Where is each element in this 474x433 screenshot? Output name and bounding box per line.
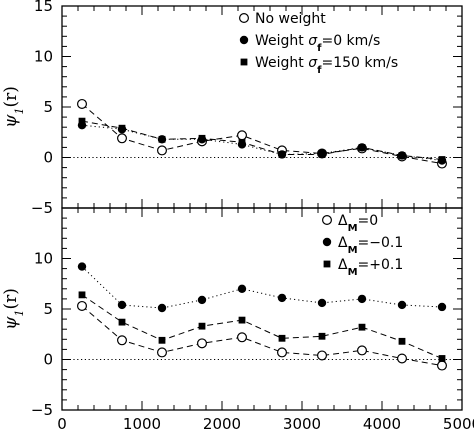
data-point [317, 350, 328, 361]
series-3 [78, 117, 446, 163]
x-tick-label: 4000 [363, 415, 401, 433]
data-point [238, 316, 246, 324]
series-line [81, 305, 443, 367]
data-point [78, 291, 86, 299]
legend-label: ΔM=−0.1 [338, 235, 403, 256]
data-point [397, 300, 407, 310]
data-point [318, 151, 326, 158]
legend-marker [239, 35, 249, 45]
data-point [397, 353, 408, 364]
legend-label: Weight σf=150 km/s [255, 55, 398, 76]
data-point [277, 293, 287, 303]
data-point [437, 302, 447, 312]
data-point [157, 145, 168, 156]
x-tick-label: 1000 [123, 415, 161, 433]
data-point [357, 294, 367, 304]
data-point [158, 135, 166, 143]
data-point [237, 130, 248, 141]
data-point [197, 338, 208, 349]
y-tick-label: 5 [43, 98, 53, 116]
y-tick-label: 5 [43, 300, 53, 318]
legend-marker [322, 215, 333, 226]
top-panel: −5 0 5 10 15 ψ1(r) No weight Weight σf=0 km/sWe… [1, 0, 463, 217]
x-tick-label: 0 [57, 415, 67, 433]
data-point [437, 360, 448, 371]
y-tick-label: −5 [31, 199, 53, 217]
y-tick-label: 15 [34, 0, 53, 15]
series-line [81, 120, 443, 160]
y-tick-label: 10 [34, 250, 53, 268]
series-2 [77, 262, 447, 313]
series-line [81, 103, 443, 165]
legend-entry: No weight [239, 11, 326, 27]
data-point [77, 262, 87, 271]
legend-entry: ΔM=+0.1 [323, 257, 403, 278]
data-point [278, 334, 286, 342]
series-line [81, 266, 443, 309]
data-point [118, 124, 126, 132]
data-point [317, 298, 327, 308]
legend-entry: ΔM=−0.1 [322, 235, 403, 256]
series-line [81, 294, 443, 359]
legend-marker [240, 58, 248, 66]
data-point [198, 322, 206, 330]
legend-label: ΔM=+0.1 [338, 257, 403, 278]
legend-label: No weight [255, 11, 326, 27]
series-3 [78, 291, 446, 362]
data-point [76, 98, 87, 109]
legend-label: Weight σf=0 km/s [255, 33, 380, 54]
data-point [118, 318, 126, 326]
y-axis-label: ψ1(r) [1, 86, 26, 128]
data-point [116, 133, 127, 144]
y-axis-label: ψ1(r) [1, 288, 26, 330]
x-tick-label: 5000 [443, 415, 474, 433]
data-point [398, 152, 406, 159]
legend-entry: Weight σf=150 km/s [240, 55, 398, 76]
series-2 [77, 120, 447, 165]
data-point [237, 332, 248, 343]
x-tick-label: 2000 [203, 415, 241, 433]
y-tick-label: 10 [34, 48, 53, 66]
legend-entry: ΔM=0 [322, 213, 378, 234]
series-line [81, 124, 443, 161]
data-point [237, 284, 247, 293]
data-point [198, 134, 206, 142]
data-point [117, 300, 127, 310]
y-tick-label: 0 [43, 149, 53, 167]
data-point [157, 303, 167, 313]
y-tick-label: 0 [43, 351, 53, 369]
y-tick-label: −5 [31, 401, 53, 419]
series-1 [76, 300, 448, 371]
series-1 [76, 98, 448, 169]
data-point [438, 156, 446, 163]
legend-marker [239, 13, 250, 24]
data-point [116, 335, 127, 346]
legend-label: ΔM=0 [338, 213, 378, 234]
legend-entry: Weight σf=0 km/s [239, 33, 380, 54]
data-point [78, 117, 86, 125]
data-point [357, 345, 368, 356]
data-point [398, 337, 406, 345]
data-point [358, 323, 366, 331]
data-point [358, 144, 366, 151]
bottom-panel: −50510010002000300040005000ψ1(r)ΔM=0ΔM=−… [1, 207, 474, 433]
x-tick-label: 3000 [283, 415, 321, 433]
data-point [278, 151, 286, 158]
legend-marker [323, 260, 331, 268]
data-point [157, 347, 168, 358]
data-point [277, 347, 288, 358]
legend-marker [322, 237, 332, 247]
data-point [76, 300, 87, 311]
data-point [438, 355, 446, 362]
data-point [318, 332, 326, 340]
data-point [197, 295, 207, 305]
data-point [158, 336, 166, 344]
data-point [238, 138, 246, 146]
